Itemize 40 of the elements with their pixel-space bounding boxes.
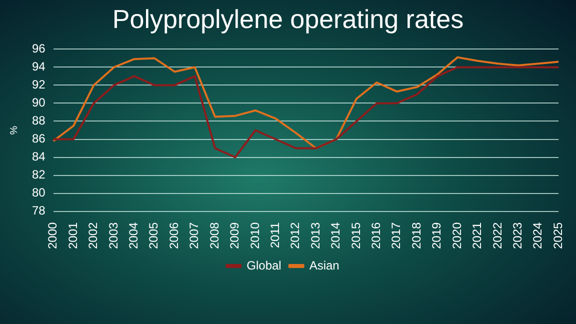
x-tick-label: 2025: [550, 222, 565, 250]
legend-label: Global: [246, 258, 282, 272]
x-tick-label: 2018: [409, 222, 424, 250]
chart-title: Polyproplylene operating rates: [111, 4, 465, 35]
x-tick-label: 2017: [389, 222, 404, 250]
x-tick-label: 2014: [328, 222, 343, 250]
x-tick-label: 2024: [530, 222, 545, 250]
y-tick-label: 78: [32, 204, 46, 218]
x-tick-label: 2015: [348, 222, 363, 250]
y-tick-label: 84: [32, 150, 46, 164]
y-axis-title: %: [8, 126, 20, 135]
x-tick-label: 2019: [430, 222, 444, 250]
x-tick-label: 2003: [106, 222, 120, 250]
x-tick-label: 2010: [248, 222, 262, 250]
x-tick-label: 2011: [268, 222, 282, 248]
y-tick-label: 90: [32, 96, 46, 110]
x-tick-label: 2004: [126, 222, 140, 250]
x-tick-label: 2001: [66, 222, 80, 250]
y-tick-label: 82: [32, 168, 46, 182]
y-tick-label: 80: [32, 186, 46, 200]
x-tick-label: 2012: [288, 222, 302, 250]
legend-label: Asian: [309, 258, 340, 272]
x-tick-label: 2020: [450, 222, 464, 250]
x-tick-label: 2002: [86, 222, 100, 250]
x-tick-label: 2008: [207, 222, 222, 250]
y-tick-label: 86: [32, 132, 46, 146]
y-tick-label: 96: [32, 42, 46, 56]
y-tick-label: 88: [32, 114, 46, 128]
x-tick-label: 2005: [146, 222, 161, 250]
x-tick-label: 2016: [369, 222, 384, 250]
x-tick-label: 2023: [510, 222, 524, 250]
x-tick-label: 2013: [308, 222, 322, 250]
x-tick-label: 2022: [490, 222, 504, 250]
y-tick-label: 94: [32, 60, 46, 74]
x-tick-label: 2021: [470, 222, 484, 250]
x-tick-label: 2006: [166, 222, 181, 250]
y-tick-label: 92: [32, 78, 46, 92]
x-tick-label: 2009: [228, 222, 242, 250]
x-tick-label: 2000: [46, 222, 60, 250]
x-tick-label: 2007: [187, 222, 202, 250]
